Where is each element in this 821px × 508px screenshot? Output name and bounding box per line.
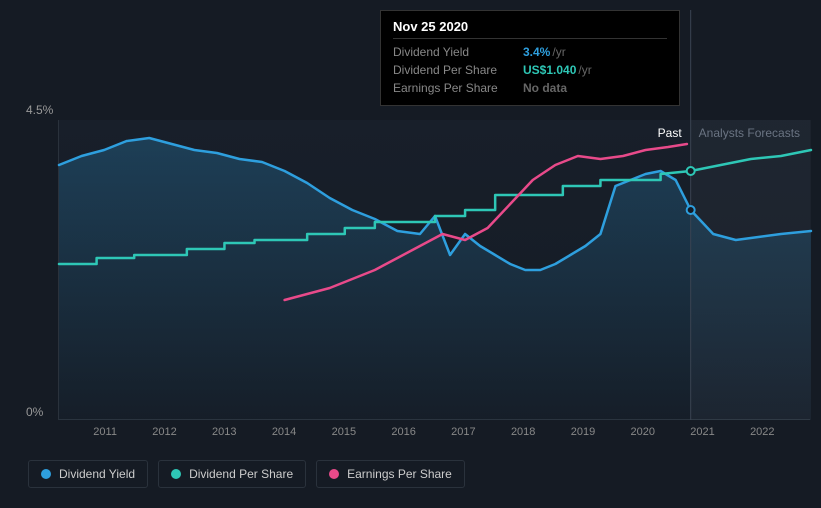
- tooltip-row: Dividend Per ShareUS$1.040/yr: [393, 61, 667, 79]
- legend-label: Dividend Yield: [59, 467, 135, 481]
- tooltip-unit: /yr: [552, 45, 565, 59]
- legend-swatch: [329, 469, 339, 479]
- legend-swatch: [171, 469, 181, 479]
- chart-svg: [59, 120, 811, 420]
- tooltip-row: Earnings Per ShareNo data: [393, 79, 667, 97]
- plot-area[interactable]: Past Analysts Forecasts: [58, 120, 810, 420]
- x-tick: 2019: [571, 426, 595, 438]
- tooltip-date: Nov 25 2020: [393, 19, 667, 39]
- x-tick: 2020: [631, 426, 655, 438]
- legend-swatch: [41, 469, 51, 479]
- x-tick: 2015: [332, 426, 356, 438]
- x-tick: 2018: [511, 426, 535, 438]
- region-label-past: Past: [658, 126, 682, 140]
- tooltip-value: 3.4%: [523, 45, 550, 59]
- legend-item[interactable]: Earnings Per Share: [316, 460, 465, 488]
- chart-legend: Dividend Yield Dividend Per Share Earnings…: [28, 460, 465, 488]
- legend-item[interactable]: Dividend Per Share: [158, 460, 306, 488]
- chart-tooltip: Nov 25 2020 Dividend Yield3.4%/yrDividen…: [380, 10, 680, 106]
- tooltip-unit: /yr: [578, 63, 591, 77]
- x-tick: 2017: [451, 426, 475, 438]
- y-axis-min: 0%: [26, 405, 43, 419]
- dividend-chart: Nov 25 2020 Dividend Yield3.4%/yrDividen…: [10, 10, 810, 498]
- tooltip-label: Dividend Yield: [393, 45, 523, 59]
- x-tick: 2022: [750, 426, 774, 438]
- x-axis: 2011 2012 2013 2014 2015 2016 2017 2018 2019 2020…: [58, 426, 810, 438]
- tooltip-value: US$1.040: [523, 63, 576, 77]
- x-tick: 2013: [212, 426, 236, 438]
- x-tick: 2016: [391, 426, 415, 438]
- tooltip-row: Dividend Yield3.4%/yr: [393, 43, 667, 61]
- legend-item[interactable]: Dividend Yield: [28, 460, 148, 488]
- region-label-forecast: Analysts Forecasts: [699, 126, 800, 140]
- legend-label: Earnings Per Share: [347, 467, 452, 481]
- tooltip-label: Earnings Per Share: [393, 81, 523, 95]
- tooltip-label: Dividend Per Share: [393, 63, 523, 77]
- legend-label: Dividend Per Share: [189, 467, 293, 481]
- x-tick: 2014: [272, 426, 296, 438]
- x-tick: 2021: [690, 426, 714, 438]
- tooltip-value: No data: [523, 81, 567, 95]
- x-tick: 2012: [152, 426, 176, 438]
- x-tick: 2011: [93, 426, 117, 438]
- y-axis-max: 4.5%: [26, 103, 53, 117]
